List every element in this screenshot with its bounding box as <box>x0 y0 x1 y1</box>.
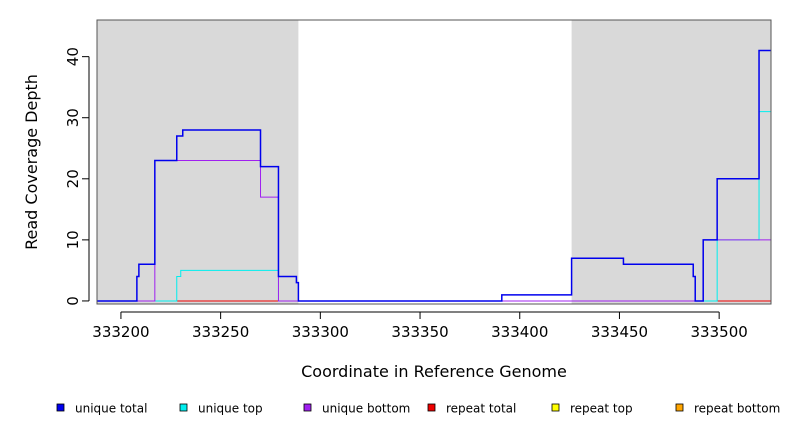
series-line-unique-total <box>97 49 771 302</box>
legend-label: repeat total <box>446 402 516 416</box>
shaded-regions <box>97 20 771 304</box>
legend-swatch <box>675 403 684 412</box>
x-tick-label: 333500 <box>691 323 748 341</box>
shaded-region <box>97 20 299 304</box>
shaded-region <box>571 20 771 304</box>
legend: unique total unique top unique bottom repea… <box>56 402 780 416</box>
legend-swatch <box>303 403 312 412</box>
y-tick-label: 40 <box>64 47 82 66</box>
y-tick-label: 20 <box>64 169 82 188</box>
legend-label: repeat bottom <box>694 402 780 416</box>
plot-frame <box>96 19 772 305</box>
legend-swatch <box>179 403 188 412</box>
legend-label: unique total <box>75 402 147 416</box>
legend-label: unique bottom <box>322 402 410 416</box>
x-tick-label: 333300 <box>292 323 349 341</box>
legend-label: repeat top <box>570 402 633 416</box>
y-tick-label: 0 <box>64 296 82 306</box>
x-tick-label: 333350 <box>391 323 448 341</box>
y-axis-title: Read Coverage Depth <box>22 74 41 250</box>
legend-label: unique top <box>198 402 263 416</box>
legend-swatch <box>427 403 436 412</box>
legend-swatch <box>551 403 560 412</box>
legend-swatch <box>56 403 65 412</box>
x-tick-label: 333400 <box>491 323 548 341</box>
x-axis-title: Coordinate in Reference Genome <box>301 362 567 381</box>
series-lines <box>97 49 771 302</box>
x-tick-label: 333200 <box>92 323 149 341</box>
y-tick-label: 30 <box>64 108 82 127</box>
y-tick-label: 10 <box>64 230 82 249</box>
y-axis: 0 10 20 30 40 <box>64 47 90 306</box>
x-tick-label: 333450 <box>591 323 648 341</box>
x-axis: 333200 333250 333300 333350 333400 333450 3335… <box>92 311 748 341</box>
x-tick-label: 333250 <box>192 323 249 341</box>
